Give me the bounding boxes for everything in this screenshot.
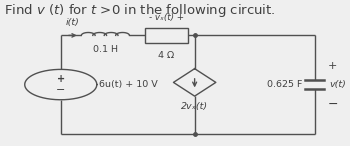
- Text: +: +: [328, 61, 337, 71]
- Text: - vₓ(t) +: - vₓ(t) +: [149, 13, 184, 22]
- Text: +: +: [57, 74, 65, 84]
- Bar: [145, 28, 188, 43]
- Text: 0.625 F: 0.625 F: [267, 80, 302, 89]
- Text: −: −: [56, 85, 65, 95]
- Text: Find $v$ ($t$) for $t$ >0 in the following circuit.: Find $v$ ($t$) for $t$ >0 in the followi…: [4, 2, 275, 19]
- Text: −: −: [328, 98, 338, 111]
- Text: v(t): v(t): [329, 80, 346, 89]
- Text: 4 Ω: 4 Ω: [158, 51, 174, 60]
- Text: 6u(t) + 10 V: 6u(t) + 10 V: [98, 80, 157, 89]
- Text: i(t): i(t): [66, 18, 80, 27]
- Text: 2vₓ(t): 2vₓ(t): [181, 102, 208, 111]
- Text: 0.1 H: 0.1 H: [93, 45, 118, 54]
